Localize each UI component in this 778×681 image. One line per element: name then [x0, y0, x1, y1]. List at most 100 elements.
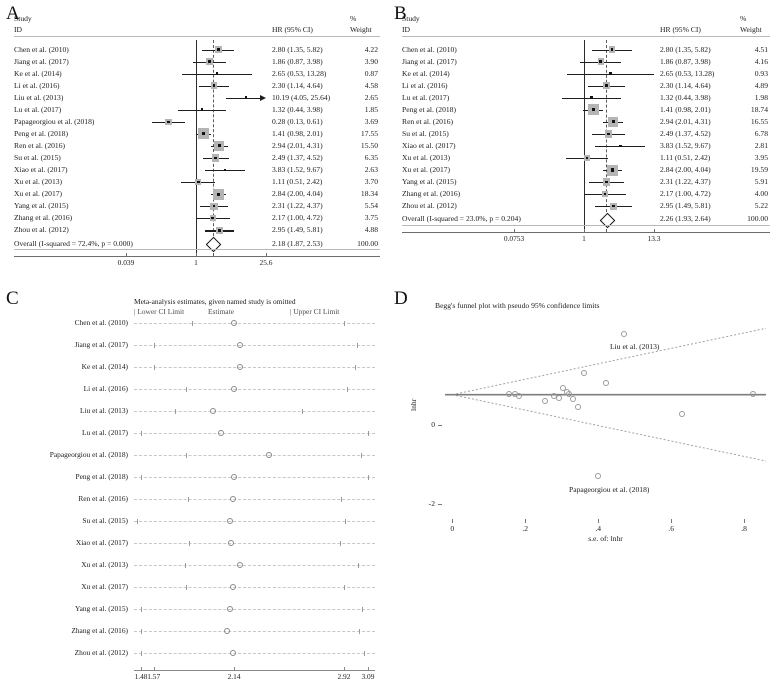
influence-row-guide — [134, 565, 375, 566]
forest-study-label: Peng et al. (2018) — [14, 129, 68, 139]
funnel-data-point — [679, 411, 686, 418]
forest-header-study: Study — [402, 14, 420, 23]
funnel-data-point — [581, 369, 588, 376]
forest-study-label: Peng et al. (2018) — [402, 104, 456, 114]
forest-study-label: Ren et al. (2016) — [14, 141, 66, 151]
panel-d-begg-funnel-plot: D Begg's funnel plot with pseudo 95% con… — [388, 285, 778, 554]
forest-hr-value: 0.28 (0.13, 0.61) — [272, 117, 323, 126]
influence-estimate-marker — [229, 496, 236, 503]
influence-estimate-marker — [236, 562, 243, 569]
funnel-data-point — [575, 403, 582, 410]
funnel-data-point — [505, 390, 512, 397]
funnel-x-tick-label: .2 — [522, 524, 529, 533]
funnel-y-tick-label: -2 — [428, 499, 435, 509]
influence-study-label: Zhou et al. (2012) — [74, 648, 128, 657]
influence-estimate-marker — [229, 650, 236, 657]
forest-point-estimate — [591, 108, 595, 112]
forest-hr-value: 2.95 (1.49, 5.81) — [660, 201, 711, 211]
influence-study-label: Xu et al. (2017) — [81, 582, 128, 591]
forest-study-label: Jiang et al. (2017) — [402, 56, 457, 66]
forest-study-label: Zhou et al. (2012) — [402, 201, 457, 211]
forest-point-estimate — [208, 60, 211, 63]
forest-point-estimate — [223, 168, 227, 172]
influence-estimate-marker — [210, 408, 217, 415]
forest-point-estimate — [212, 84, 216, 87]
forest-weight-value: 2.63 — [364, 165, 378, 175]
influence-upper-ci-mark — [363, 650, 365, 656]
forest-point-estimate — [609, 72, 612, 75]
funnel-lower-ci-limit — [452, 394, 767, 462]
forest-point-estimate — [212, 204, 216, 208]
funnel-data-point — [541, 398, 548, 405]
forest-point-estimate — [211, 216, 215, 220]
influence-axis-tick-label: 3.09 — [361, 672, 375, 681]
forest-study-label: Su et al. (2015) — [402, 129, 449, 139]
influence-upper-ci-mark — [360, 452, 362, 458]
forest-header-weight: Weight — [350, 25, 372, 34]
forest-header-percent: % — [740, 14, 747, 23]
influence-estimate-marker — [226, 518, 233, 525]
influence-upper-ci-mark — [343, 584, 345, 590]
forest-study-label: Zhou et al. (2012) — [14, 225, 69, 235]
influence-upper-ci-mark — [343, 320, 345, 326]
influence-axis-tick-mark — [343, 667, 345, 670]
influence-estimate-marker — [231, 386, 238, 393]
forest-bottom-rule — [402, 224, 770, 226]
influence-row-guide — [134, 411, 375, 412]
forest-hr-value: 2.95 (1.49, 5.81) — [272, 225, 323, 235]
forest-hr-value: 1.11 (0.51, 2.42) — [272, 177, 323, 187]
forest-point-estimate — [218, 228, 221, 232]
forest-study-label: Chen et al. (2010) — [402, 44, 457, 54]
influence-estimate-marker — [228, 540, 235, 547]
influence-estimate-marker — [231, 474, 238, 481]
forest-hr-value: 2.31 (1.22, 4.37) — [660, 177, 711, 187]
forest-axis-tick-mark — [514, 228, 515, 232]
forest-point-estimate — [605, 84, 608, 87]
forest-axis-tick-left: 0.0753 — [503, 233, 525, 243]
forest-header-id: ID — [14, 25, 23, 34]
funnel-upper-ci-limit — [452, 327, 767, 396]
forest-weight-value: 3.95 — [754, 153, 768, 163]
panel-a-forest-plot-overall: A Study ID HR (95% CI)% Weight Chen et al. (… — [0, 0, 388, 285]
forest-point-estimate — [201, 132, 206, 136]
funnel-y-tick-mark — [438, 425, 442, 427]
forest-axis-tick-mark — [583, 228, 585, 232]
influence-row-guide — [134, 543, 375, 544]
forest-bottom-rule — [14, 248, 380, 250]
funnel-data-point — [595, 472, 602, 479]
forest-overall-hr: 2.26 (1.93, 2.64) — [660, 214, 711, 224]
forest-point-estimate — [244, 96, 248, 99]
forest-weight-value: 1.98 — [754, 92, 768, 102]
forest-weight-value: 15.50 — [360, 141, 378, 151]
forest-study-label: Papageorgiou et al. (2018) — [14, 117, 95, 126]
influence-estimate-marker — [224, 628, 231, 635]
influence-row-guide — [134, 345, 375, 346]
forest-axis-tick-mark — [654, 228, 655, 232]
forest-point-estimate — [610, 168, 614, 172]
influence-axis-line — [134, 670, 375, 671]
forest-hr-value: 2.49 (1.37, 4.52) — [272, 153, 323, 163]
influence-study-label: Xiao et al. (2017) — [75, 538, 128, 547]
influence-study-label: Su et al. (2015) — [82, 516, 128, 525]
influence-axis-tick-label: 2.14 — [227, 672, 241, 681]
influence-row-guide — [134, 653, 375, 654]
influence-upper-ci-mark — [341, 496, 343, 502]
forest-study-label: Li et al. (2016) — [14, 80, 60, 90]
forest-point-estimate — [167, 120, 170, 124]
forest-point-estimate — [585, 156, 589, 160]
influence-axis-tick-mark — [367, 667, 369, 670]
forest-weight-value: 4.51 — [754, 44, 768, 54]
forest-hr-value: 3.83 (1.52, 9.67) — [272, 165, 323, 175]
forest-study-label: Zhang et al. (2016) — [14, 213, 73, 223]
forest-hr-value: 1.86 (0.87, 3.98) — [660, 56, 711, 66]
forest-study-label: Xu et al. (2017) — [14, 189, 63, 199]
funnel-data-point — [750, 391, 757, 398]
forest-hr-value: 1.41 (0.98, 2.01) — [660, 104, 711, 114]
influence-lower-ci-mark — [153, 364, 155, 370]
forest-overall-label: Overall (I-squared = 23.0%, p = 0.204) — [402, 214, 521, 224]
forest-point-estimate — [605, 180, 608, 184]
forest-header-weight: Weight — [740, 25, 762, 34]
funnel-data-point — [559, 385, 566, 392]
forest-study-label: Yang et al. (2015) — [14, 201, 69, 211]
forest-null-line — [583, 40, 585, 232]
